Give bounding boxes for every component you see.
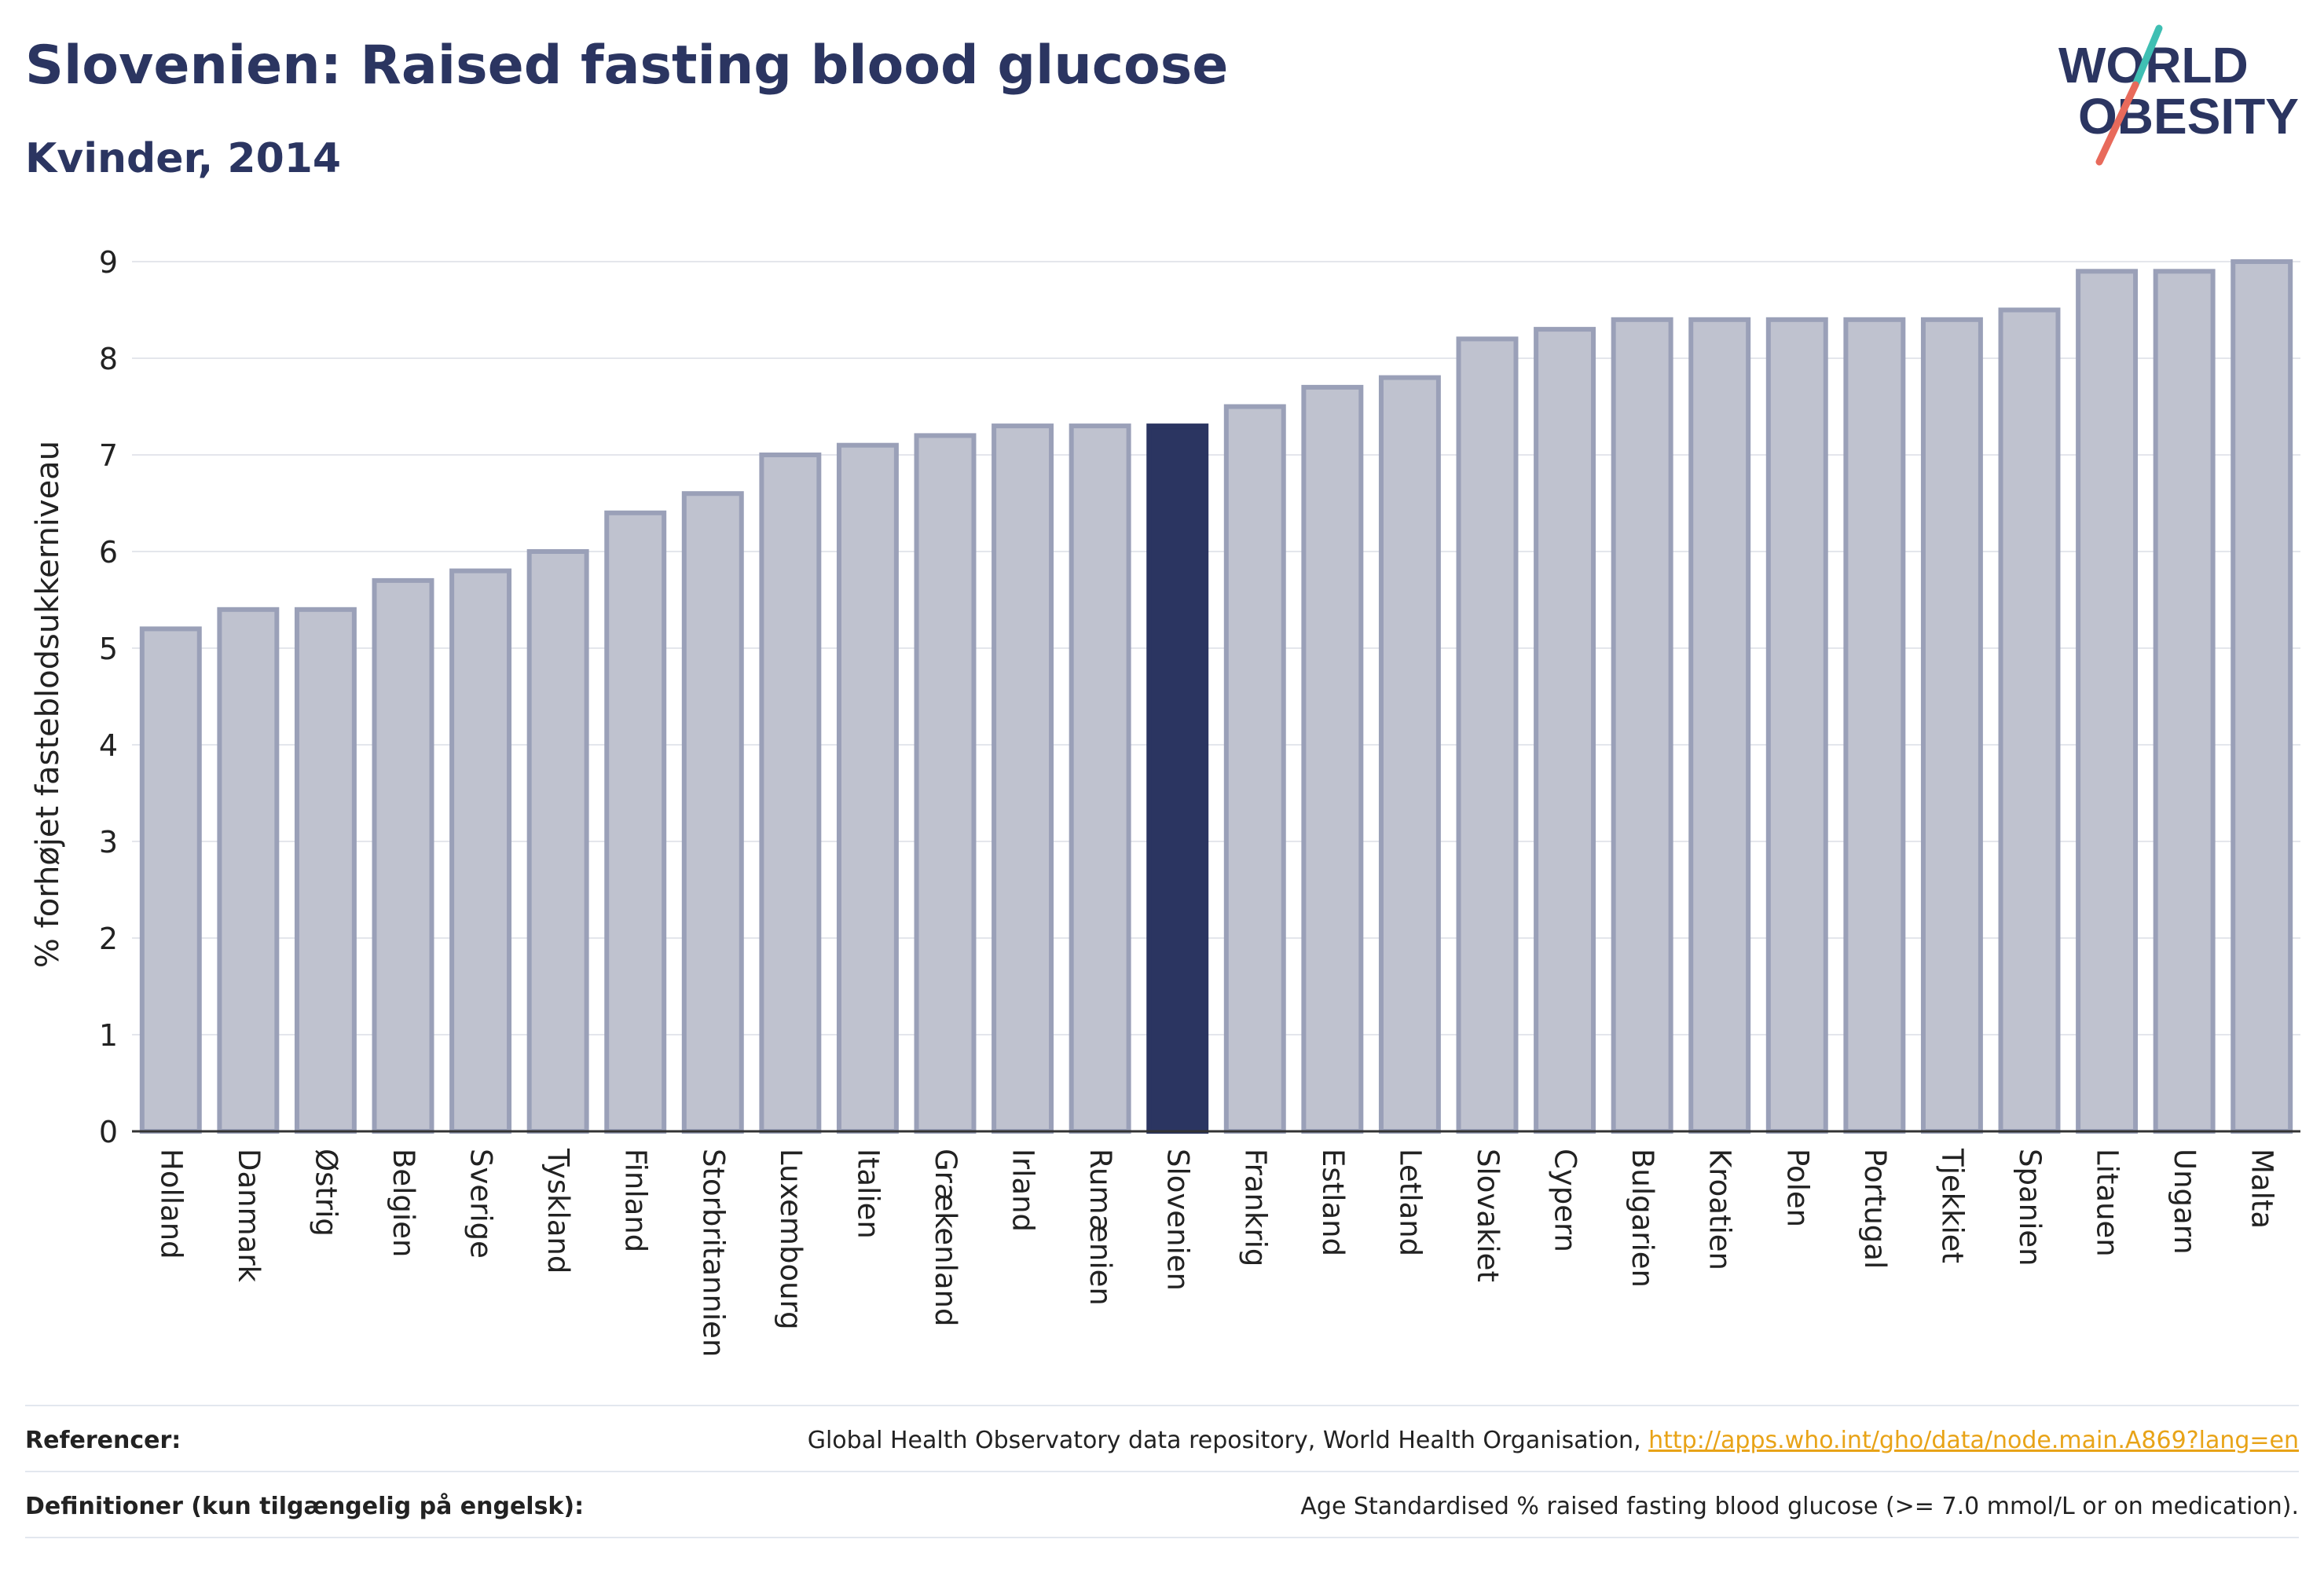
bar-luxembourg: [759, 453, 822, 1134]
bar-østrig: [294, 607, 357, 1134]
x-tick-label: Letland: [1393, 1149, 1427, 1256]
bar-chart: 0 1 2 3 4 5 6 7 8 9 Holland Danmark Østrig Belgien Sv…: [30, 245, 2300, 1357]
y-axis-label: % forhøjet fasteblodsukkerniveau: [30, 441, 66, 968]
x-tick-label: Litauen: [2091, 1149, 2124, 1257]
logo-slash-coral: [2095, 81, 2139, 166]
definitions-text: Age Standardised % raised fasting blood …: [1300, 1492, 2299, 1520]
x-tick-label: Polen: [1780, 1149, 1814, 1227]
x-axis-ticks: Holland Danmark Østrig Belgien Sverige Tyskla…: [154, 1148, 2278, 1357]
references-label: Referencer:: [25, 1426, 181, 1454]
y-tick-label: 3: [99, 825, 118, 859]
x-tick-label: Østrig: [309, 1149, 343, 1237]
bar-tjekkiet: [1920, 317, 1983, 1134]
logo-slash-teal: [2132, 24, 2163, 89]
x-tick-label: Ungarn: [2168, 1149, 2201, 1255]
x-tick-label: Malta: [2245, 1149, 2279, 1229]
bar-tyskland: [526, 549, 589, 1134]
bar-malta: [2231, 259, 2293, 1134]
bar-letland: [1378, 375, 1441, 1134]
bar-portugal: [1843, 317, 1906, 1134]
y-tick-label: 8: [99, 342, 118, 376]
x-tick-label: Tyskland: [541, 1148, 575, 1274]
bars: [139, 259, 2293, 1134]
chart-subtitle: Kvinder, 2014: [25, 135, 342, 182]
bar-bulgarien: [1611, 317, 1673, 1134]
footer-definitions-row: Definitioner (kun tilgængelig på engelsk…: [25, 1475, 2299, 1538]
bar-holland: [139, 626, 202, 1134]
y-tick-label: 9: [99, 245, 118, 280]
bar-slovenien: [1146, 423, 1209, 1134]
x-tick-label: Italien: [851, 1149, 885, 1239]
x-tick-label: Spanien: [2013, 1149, 2047, 1266]
x-tick-label: Kroatien: [1703, 1149, 1737, 1270]
world-obesity-logo: WORLD OBESITY: [2058, 24, 2299, 166]
x-tick-label: Irland: [1006, 1149, 1040, 1232]
x-tick-label: Grækenland: [929, 1149, 962, 1326]
y-tick-label: 6: [99, 535, 118, 570]
bar-finland: [604, 510, 667, 1134]
x-tick-label: Cypern: [1549, 1149, 1582, 1252]
bar-danmark: [217, 607, 280, 1134]
footer-references-row: Referencer: Global Health Observatory da…: [25, 1409, 2299, 1472]
references-value: Global Health Observatory data repositor…: [808, 1427, 2299, 1454]
y-tick-label: 0: [99, 1115, 118, 1149]
bar-sverige: [449, 568, 512, 1134]
x-tick-label: Storbritannien: [696, 1149, 730, 1357]
bar-litauen: [2076, 269, 2139, 1134]
x-tick-label: Tjekkiet: [1935, 1148, 1969, 1263]
x-tick-label: Estland: [1316, 1149, 1350, 1256]
bar-grækenland: [914, 433, 977, 1134]
bar-ungarn: [2153, 269, 2216, 1134]
x-tick-label: Bulgarien: [1626, 1149, 1659, 1288]
chart-title: Slovenien: Raised fasting blood glucose: [25, 35, 1229, 97]
footer-divider-bottom: [25, 1537, 2299, 1538]
bar-polen: [1765, 317, 1828, 1134]
bar-italien: [836, 442, 899, 1134]
x-tick-label: Portugal: [1858, 1149, 1892, 1269]
y-tick-label: 4: [99, 728, 118, 763]
footer-divider-mid: [25, 1471, 2299, 1472]
y-axis-ticks: 0 1 2 3 4 5 6 7 8 9: [99, 245, 118, 1149]
x-tick-label: Holland: [154, 1149, 188, 1259]
x-tick-label: Frankrig: [1238, 1149, 1272, 1266]
bar-frankrig: [1223, 404, 1286, 1134]
x-tick-label: Slovakiet: [1471, 1149, 1505, 1282]
x-tick-label: Danmark: [232, 1149, 266, 1283]
bar-kroatien: [1688, 317, 1751, 1134]
footer-divider-top: [25, 1405, 2299, 1406]
x-tick-label: Slovenien: [1161, 1149, 1195, 1291]
bar-slovakiet: [1456, 336, 1519, 1134]
bar-storbritannien: [681, 491, 744, 1134]
x-tick-label: Sverige: [464, 1149, 498, 1259]
bar-cypern: [1534, 327, 1596, 1134]
x-tick-label: Belgien: [387, 1149, 420, 1257]
references-link[interactable]: http://apps.who.int/gho/data/node.main.A…: [1648, 1426, 2299, 1454]
definitions-label: Definitioner (kun tilgængelig på engelsk…: [25, 1492, 585, 1520]
bar-rumænien: [1069, 423, 1131, 1134]
bar-spanien: [1998, 307, 2061, 1134]
y-tick-label: 1: [99, 1018, 118, 1053]
y-tick-label: 5: [99, 632, 118, 666]
bar-irland: [992, 423, 1054, 1134]
references-text: Global Health Observatory data repositor…: [807, 1426, 1649, 1454]
x-tick-label: Rumænien: [1083, 1149, 1117, 1306]
y-tick-label: 2: [99, 922, 118, 956]
x-tick-label: Finland: [619, 1149, 653, 1252]
x-tick-label: Luxembourg: [774, 1149, 808, 1330]
bar-belgien: [372, 577, 434, 1134]
y-tick-label: 7: [99, 438, 118, 473]
bar-estland: [1301, 384, 1364, 1134]
